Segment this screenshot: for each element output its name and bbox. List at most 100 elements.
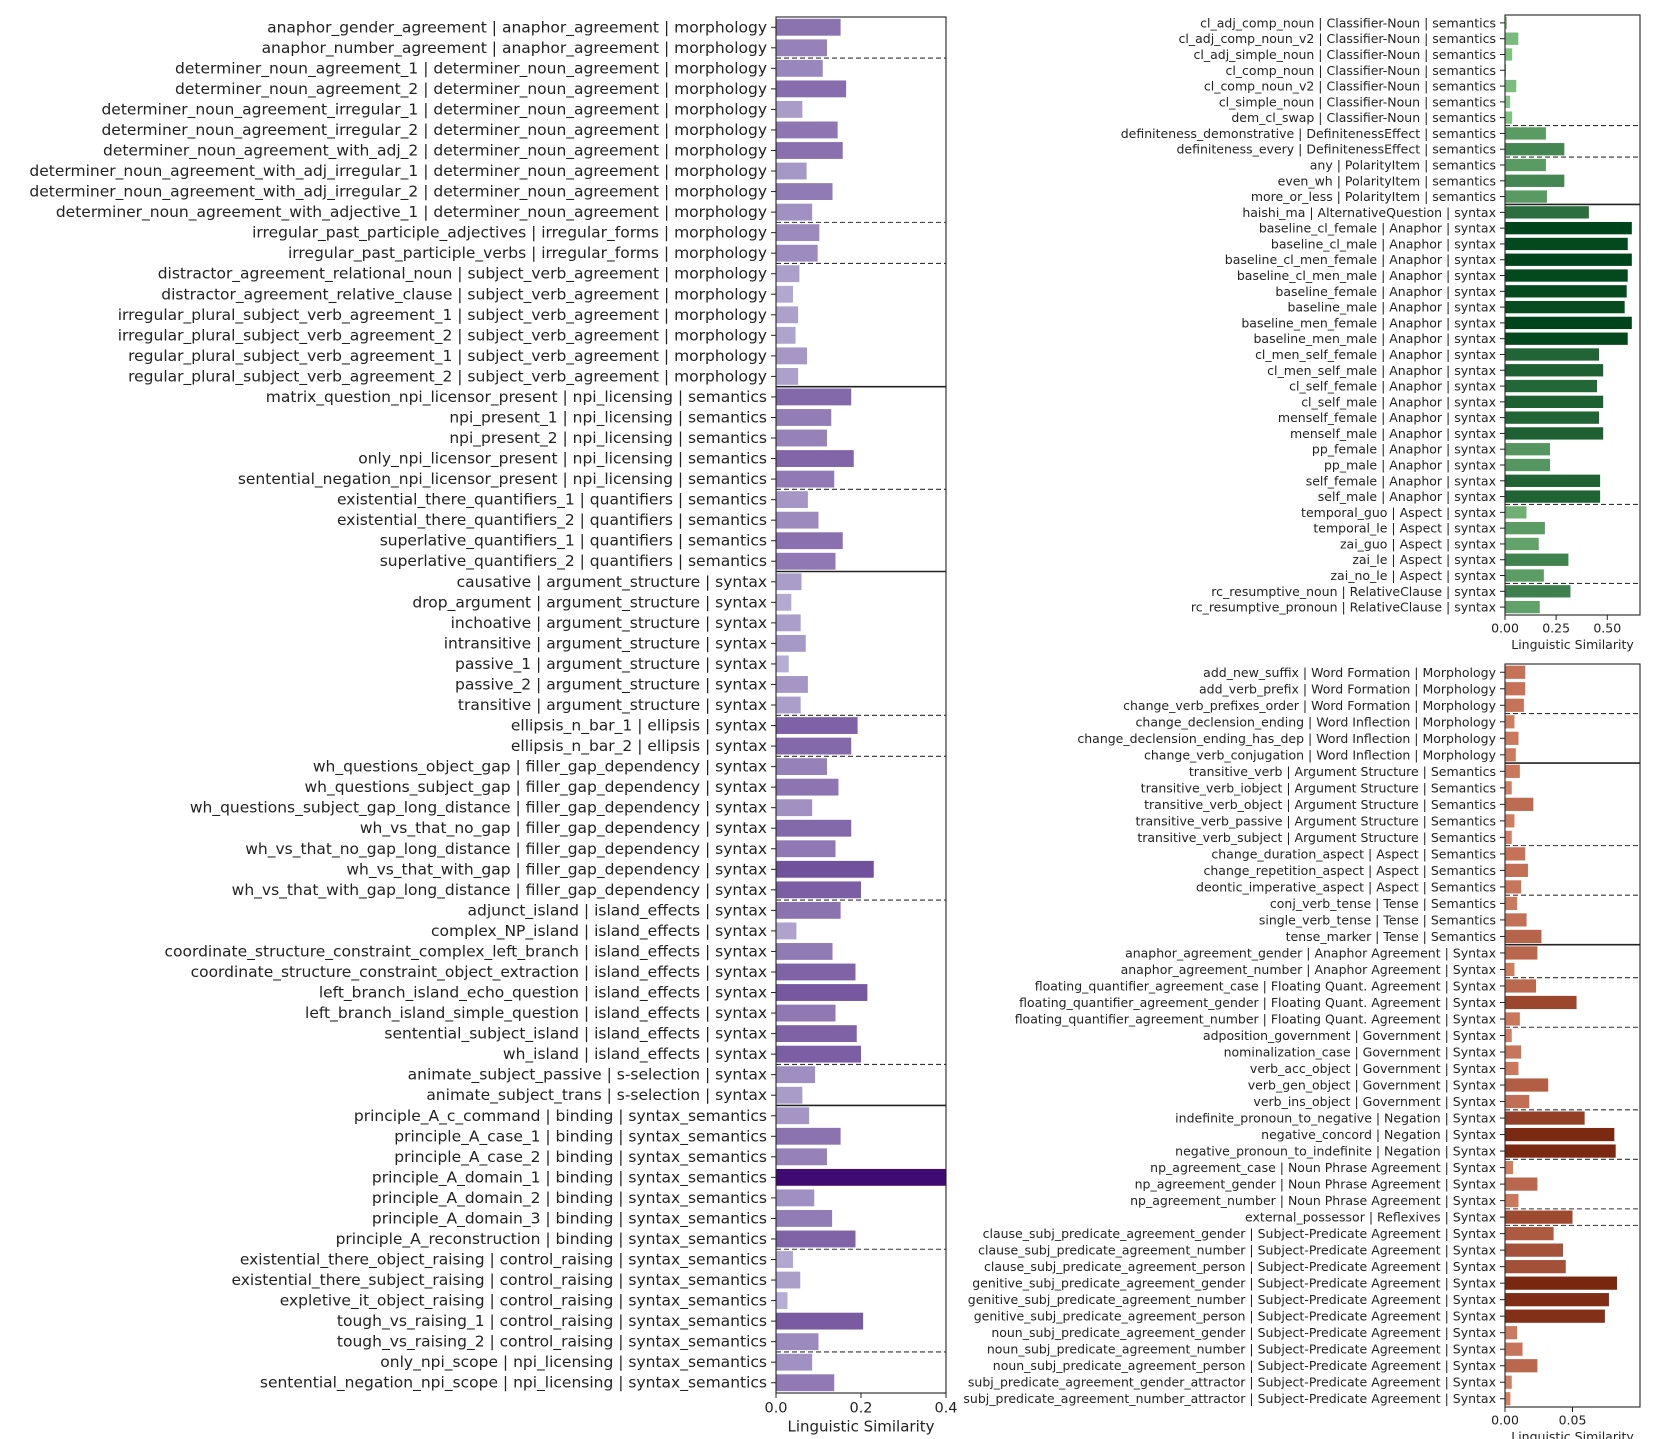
category-label: noun_subj_predicate_agreement_person | S… xyxy=(993,1358,1496,1373)
bar xyxy=(1505,522,1545,535)
bar xyxy=(1505,458,1550,472)
category-label: change_verb_conjugation | Word Inflectio… xyxy=(1144,747,1497,762)
category-label: pp_male | Anaphor | syntax xyxy=(1324,458,1496,473)
bar xyxy=(1505,1012,1520,1026)
category-label: existential_there_object_raising | contr… xyxy=(240,1251,767,1270)
bar xyxy=(1505,111,1513,124)
bar xyxy=(776,532,843,550)
category-label: coordinate_structure_constraint_object_e… xyxy=(191,963,767,982)
plot-frame xyxy=(1504,14,1641,616)
bar xyxy=(776,224,820,242)
bar xyxy=(776,1292,788,1309)
category-label: animate_subject_passive | s-selection | … xyxy=(408,1066,767,1085)
bar xyxy=(1505,1144,1616,1158)
category-label: irregular_past_participle_verbs | irregu… xyxy=(288,244,767,263)
category-label: menself_male | Anaphor | syntax xyxy=(1290,426,1496,441)
category-label: negative_concord | Negation | Syntax xyxy=(1261,1127,1496,1142)
bar xyxy=(1505,143,1565,156)
category-label: zai_le | Aspect | syntax xyxy=(1352,552,1496,567)
bar xyxy=(1505,285,1627,298)
bar xyxy=(1505,880,1522,894)
bar xyxy=(776,1127,841,1145)
category-label: rc_resumptive_pronoun | RelativeClause |… xyxy=(1191,600,1496,615)
category-label: anaphor_agreement_gender | Anaphor Agree… xyxy=(1125,945,1496,960)
category-label: principle_A_domain_2 | binding | syntax_… xyxy=(372,1189,767,1208)
bar xyxy=(1505,962,1515,977)
category-label: zai_no_le | Aspect | syntax xyxy=(1331,568,1497,583)
bar xyxy=(1505,1392,1511,1406)
category-label: left_branch_island_echo_question | islan… xyxy=(319,984,767,1003)
bar xyxy=(1505,158,1546,172)
bar xyxy=(1505,698,1524,712)
bar xyxy=(1505,1276,1618,1290)
bar xyxy=(776,183,833,200)
bar xyxy=(776,696,801,714)
top-right-panel-chinese-benchmark: cl_adj_comp_noun | Classifier-Noun | sem… xyxy=(1121,14,1641,652)
bar xyxy=(776,101,803,118)
category-label: npi_present_2 | npi_licensing | semantic… xyxy=(449,429,767,448)
bar xyxy=(776,326,796,344)
category-label: change_duration_aspect | Aspect | Semant… xyxy=(1211,846,1496,861)
bar xyxy=(1505,427,1604,440)
bar xyxy=(1505,748,1516,762)
bar xyxy=(1505,682,1526,696)
category-label: baseline_female | Anaphor | syntax xyxy=(1275,284,1496,299)
category-label: npi_present_1 | npi_licensing | semantic… xyxy=(449,408,767,427)
bar xyxy=(1505,506,1527,519)
bar xyxy=(776,244,818,262)
category-label: np_agreement_case | Noun Phrase Agreemen… xyxy=(1150,1160,1496,1175)
category-label: nominalization_case | Government | Synta… xyxy=(1224,1045,1496,1060)
category-label: cl_self_male | Anaphor | syntax xyxy=(1301,394,1496,409)
bar xyxy=(776,1374,835,1392)
x-tick-label: 0.00 xyxy=(1491,621,1519,636)
bar xyxy=(776,265,800,283)
category-label: noun_subj_predicate_agreement_gender | S… xyxy=(991,1325,1496,1340)
category-label: expletive_it_object_raising | control_ra… xyxy=(280,1292,767,1311)
category-label: distractor_agreement_relative_clause | s… xyxy=(161,285,767,304)
category-label: only_npi_scope | npi_licensing | syntax_… xyxy=(380,1353,767,1372)
bar xyxy=(1505,1111,1585,1125)
bar xyxy=(776,1107,810,1125)
bar xyxy=(776,388,852,406)
category-label: existential_there_quantifiers_1 | quanti… xyxy=(337,491,767,510)
bar xyxy=(1505,300,1625,314)
category-label: change_declension_ending | Word Inflecti… xyxy=(1136,714,1497,729)
category-label: single_verb_tense | Tense | Semantics xyxy=(1259,912,1496,927)
bar xyxy=(1505,1194,1519,1208)
bar xyxy=(1505,600,1540,614)
category-label: causative | argument_structure | syntax xyxy=(457,573,767,592)
bar xyxy=(776,142,843,159)
category-label: verb_ins_object | Government | Syntax xyxy=(1253,1094,1496,1109)
category-label: intransitive | argument_structure | synt… xyxy=(444,634,767,653)
category-label: passive_2 | argument_structure | syntax xyxy=(455,675,767,694)
bar xyxy=(1505,16,1508,30)
category-label: sentential_negation_npi_scope | npi_lice… xyxy=(260,1374,767,1393)
category-label: determiner_noun_agreement_with_adj_2 | d… xyxy=(103,141,767,160)
bar xyxy=(776,1004,836,1022)
bar xyxy=(776,39,827,57)
bar xyxy=(776,1025,857,1043)
bar xyxy=(1505,863,1528,877)
category-label: add_verb_prefix | Word Formation | Morph… xyxy=(1199,681,1497,696)
category-label: baseline_men_female | Anaphor | syntax xyxy=(1241,315,1496,330)
bar xyxy=(1505,1227,1554,1241)
bar xyxy=(1505,190,1547,203)
category-label: np_agreement_gender | Noun Phrase Agreem… xyxy=(1135,1177,1496,1192)
category-label: indefinite_pronoun_to_negative | Negatio… xyxy=(1175,1111,1496,1126)
bar xyxy=(1505,830,1512,844)
bar xyxy=(776,984,868,1001)
bar xyxy=(776,778,839,796)
bar xyxy=(1505,1045,1522,1059)
bar xyxy=(1505,781,1512,795)
bar xyxy=(776,1168,946,1186)
x-tick-label: 0.4 xyxy=(934,1400,957,1416)
category-label: principle_A_c_command | binding | syntax… xyxy=(354,1107,767,1126)
category-label: floating_quantifier_agreement_gender | F… xyxy=(1019,995,1496,1010)
x-axis-label: Linguistic Similarity xyxy=(1511,1429,1634,1439)
category-label: determiner_noun_agreement_2 | determiner… xyxy=(175,80,767,99)
category-label: conj_verb_tense | Tense | Semantics xyxy=(1270,896,1496,911)
bar xyxy=(1505,237,1628,251)
category-label: complex_NP_island | island_effects | syn… xyxy=(431,922,767,941)
category-label: cl_adj_comp_noun | Classifier-Noun | sem… xyxy=(1200,15,1496,30)
bar xyxy=(776,367,799,385)
